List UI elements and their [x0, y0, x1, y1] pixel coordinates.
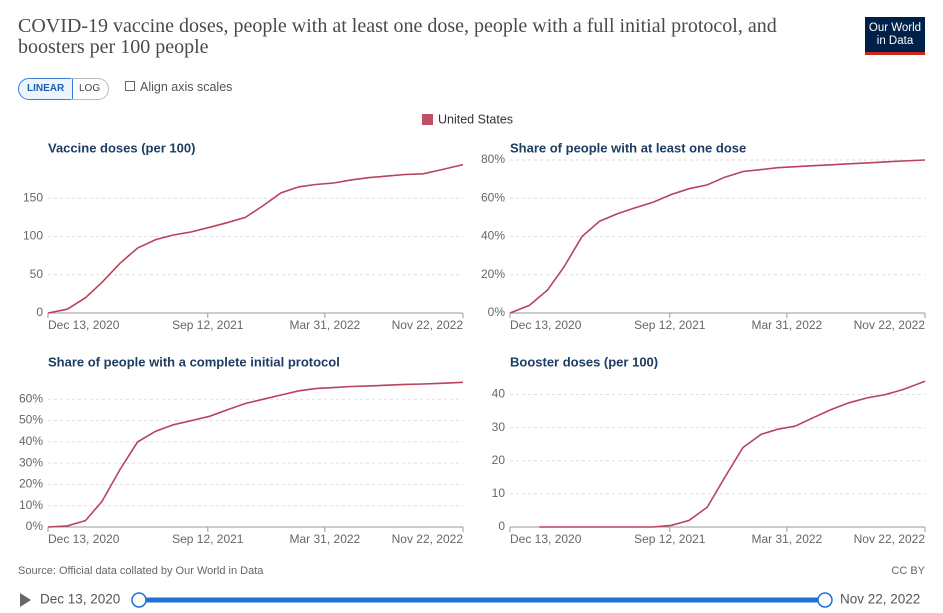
- data-line: [539, 380, 926, 528]
- legend-label[interactable]: United States: [438, 112, 513, 126]
- y-tick-label: 100: [23, 229, 43, 243]
- data-line: [47, 381, 464, 528]
- y-tick-label: 0%: [488, 305, 506, 319]
- y-tick-label: 40: [492, 387, 506, 401]
- scale-button[interactable]: LOG: [71, 78, 110, 100]
- x-tick-label: Mar 31, 2022: [752, 318, 823, 332]
- chart-title: Share of people with at least one dose: [510, 140, 746, 155]
- x-tick-label: Mar 31, 2022: [752, 532, 823, 546]
- chart-title: Share of people with a complete initial …: [48, 354, 340, 369]
- y-tick-label: 30%: [19, 455, 43, 469]
- y-tick-label: 10: [492, 486, 506, 500]
- timeline-end: Nov 22, 2022: [840, 592, 920, 607]
- y-tick-label: 20%: [19, 477, 43, 491]
- y-tick-label: 30: [492, 420, 506, 434]
- chart-title: Vaccine doses (per 100): [48, 140, 195, 155]
- y-tick-label: 10%: [19, 498, 43, 512]
- x-tick-label: Nov 22, 2022: [392, 532, 464, 546]
- align-checkbox[interactable]: Align axis scales: [125, 80, 232, 94]
- y-tick-label: 150: [23, 190, 43, 204]
- x-tick-label: Dec 13, 2020: [510, 532, 582, 546]
- y-tick-label: 50%: [19, 413, 43, 427]
- x-tick-label: Dec 13, 2020: [48, 318, 120, 332]
- scale-button[interactable]: LINEAR: [18, 78, 74, 100]
- source: Source: Official data collated by Our Wo…: [18, 565, 264, 577]
- timeline-start: Dec 13, 2020: [40, 592, 120, 607]
- timeline-handle[interactable]: [817, 592, 833, 608]
- page-title: COVID-19 vaccine doses, people with at l…: [18, 15, 777, 58]
- y-tick-label: 20%: [481, 267, 505, 281]
- x-tick-label: Nov 22, 2022: [392, 318, 464, 332]
- y-tick-label: 0%: [26, 519, 44, 533]
- logo-line: Our World: [868, 22, 922, 34]
- x-tick-label: Dec 13, 2020: [48, 532, 120, 546]
- legend-swatch: [422, 114, 433, 125]
- y-tick-label: 50: [30, 267, 44, 281]
- logo[interactable]: Our World in Data: [865, 17, 925, 55]
- chart-title: Booster doses (per 100): [510, 354, 658, 369]
- x-tick-label: Sep 12, 2021: [172, 318, 244, 332]
- x-tick-label: Sep 12, 2021: [172, 532, 244, 546]
- x-tick-label: Dec 13, 2020: [510, 318, 582, 332]
- y-tick-label: 0: [36, 305, 43, 319]
- x-tick-label: Nov 22, 2022: [854, 532, 926, 546]
- y-tick-label: 0: [498, 519, 505, 533]
- data-line: [47, 163, 464, 314]
- checkbox[interactable]: [125, 81, 135, 91]
- logo-line: in Data: [876, 35, 914, 47]
- y-tick-label: 60%: [19, 391, 43, 405]
- x-tick-label: Mar 31, 2022: [290, 532, 361, 546]
- x-tick-label: Nov 22, 2022: [854, 318, 926, 332]
- data-line: [509, 159, 926, 314]
- x-tick-label: Sep 12, 2021: [634, 532, 706, 546]
- y-tick-label: 20: [492, 453, 506, 467]
- x-tick-label: Mar 31, 2022: [290, 318, 361, 332]
- timeline-handle[interactable]: [131, 592, 147, 608]
- y-tick-label: 60%: [481, 190, 505, 204]
- y-tick-label: 40%: [481, 229, 505, 243]
- play-button[interactable]: [20, 593, 31, 607]
- y-tick-label: 40%: [19, 434, 43, 448]
- y-tick-label: 80%: [481, 152, 505, 166]
- license[interactable]: CC BY: [891, 565, 925, 577]
- checkbox-label: Align axis scales: [140, 80, 233, 94]
- x-tick-label: Sep 12, 2021: [634, 318, 706, 332]
